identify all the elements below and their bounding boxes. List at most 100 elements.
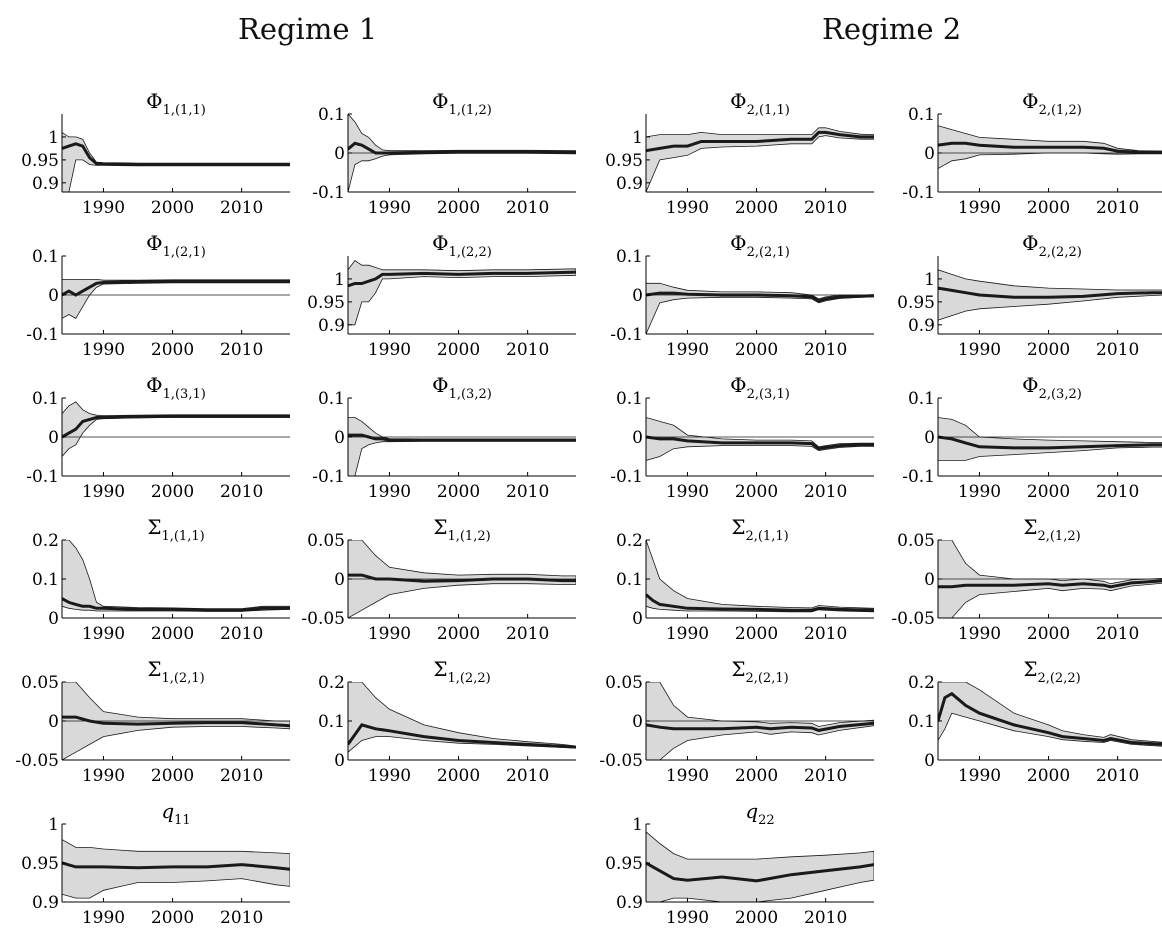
median-line-10 — [646, 435, 874, 451]
x-tick-label-12-2: 2010 — [220, 624, 263, 644]
y-tick-label-3-2: 0.1 — [908, 105, 935, 125]
credible-band-20 — [62, 839, 290, 899]
y-tick-label-7-2: 1 — [924, 270, 935, 290]
x-tick-label-13-2: 2010 — [506, 624, 549, 644]
x-tick-label-17-0: 1990 — [368, 766, 411, 786]
y-tick-label-1-2: 0.1 — [318, 105, 345, 125]
x-tick-label-21-1: 2000 — [735, 908, 778, 928]
y-tick-label-15-1: 0 — [924, 570, 935, 590]
median-line-7 — [938, 286, 1162, 299]
y-tick-label-0-1: 0.95 — [21, 151, 59, 171]
subplot-10: -0.1 0 0.1 1990 2000 2010 Φ2,(3,1) — [610, 373, 874, 502]
x-tick-label-3-2: 2010 — [1096, 198, 1139, 218]
x-tick-label-9-1: 2000 — [437, 482, 480, 502]
regime-2-title: Regime 2 — [822, 12, 962, 46]
median-line-19 — [938, 691, 1162, 746]
y-tick-label-6-2: 0.1 — [616, 247, 643, 267]
y-tick-label-12-2: 0.2 — [32, 531, 59, 551]
y-tick-label-16-2: 0.05 — [21, 673, 59, 693]
y-tick-label-6-0: -0.1 — [610, 325, 643, 345]
x-tick-label-15-1: 2000 — [1027, 624, 1070, 644]
y-tick-label-11-1: 0 — [924, 428, 935, 448]
y-tick-label-20-2: 1 — [48, 815, 59, 835]
x-tick-label-21-2: 2010 — [804, 908, 847, 928]
x-tick-label-18-1: 2000 — [735, 766, 778, 786]
y-tick-label-4-0: -0.1 — [26, 325, 59, 345]
y-tick-label-10-2: 0.1 — [616, 389, 643, 409]
y-tick-label-18-1: 0 — [632, 712, 643, 732]
subplot-title-6: Φ2,(2,1) — [730, 231, 790, 260]
x-tick-label-8-2: 2010 — [220, 482, 263, 502]
y-tick-label-20-0: 0.9 — [32, 893, 59, 913]
regime-1-title: Regime 1 — [238, 12, 378, 46]
subplot-5: 0.9 0.95 1 1990 2000 2010 Φ1,(2,2) — [307, 231, 576, 360]
y-tick-label-14-0: 0 — [632, 609, 643, 629]
credible-band-12 — [62, 540, 290, 612]
subplot-16: -0.05 0 0.05 1990 2000 2010 Σ1,(2,1) — [15, 657, 290, 786]
y-tick-label-2-2: 1 — [632, 128, 643, 148]
median-line-2 — [646, 130, 874, 153]
x-tick-label-9-0: 1990 — [368, 482, 411, 502]
subplot-8: -0.1 0 0.1 1990 2000 2010 Φ1,(3,1) — [26, 373, 290, 502]
x-tick-label-17-2: 2010 — [506, 766, 549, 786]
y-tick-label-9-0: -0.1 — [312, 467, 345, 487]
subplot-title-20: q11 — [161, 799, 190, 828]
x-tick-label-1-2: 2010 — [506, 198, 549, 218]
subplot-3: -0.1 0 0.1 1990 2000 2010 Φ2,(1,2) — [902, 89, 1162, 218]
subplot-13: -0.05 0 0.05 1990 2000 2010 Σ1,(1,2) — [301, 515, 576, 644]
y-tick-label-19-1: 0.1 — [908, 712, 935, 732]
credible-band-21 — [646, 831, 874, 902]
x-tick-label-10-2: 2010 — [804, 482, 847, 502]
x-tick-label-20-0: 1990 — [82, 908, 125, 928]
median-line-15 — [938, 579, 1162, 589]
subplot-title-11: Φ2,(3,2) — [1022, 373, 1082, 402]
subplot-title-15: Σ2,(1,2) — [1023, 515, 1080, 544]
subplot-title-3: Φ2,(1,2) — [1022, 89, 1082, 118]
median-line-0 — [62, 142, 290, 166]
y-tick-label-12-1: 0.1 — [32, 570, 59, 590]
median-line-17 — [348, 723, 576, 749]
x-tick-label-19-2: 2010 — [1096, 766, 1139, 786]
x-tick-label-0-1: 2000 — [151, 198, 194, 218]
x-tick-label-19-0: 1990 — [958, 766, 1001, 786]
median-line-12 — [62, 597, 290, 612]
x-tick-label-5-0: 1990 — [368, 340, 411, 360]
median-line-5 — [348, 270, 576, 288]
x-tick-label-5-1: 2000 — [437, 340, 480, 360]
y-tick-label-18-0: -0.05 — [599, 751, 643, 771]
y-tick-label-14-2: 0.2 — [616, 531, 643, 551]
x-tick-label-11-1: 2000 — [1027, 482, 1070, 502]
median-line-13 — [348, 573, 576, 583]
x-tick-label-15-0: 1990 — [958, 624, 1001, 644]
subplot-title-21: q22 — [745, 799, 774, 828]
x-tick-label-14-0: 1990 — [666, 624, 709, 644]
median-line-16 — [62, 715, 290, 728]
subplot-0: 0.9 0.95 1 1990 2000 2010 Φ1,(1,1) — [21, 89, 290, 218]
subplot-11: -0.1 0 0.1 1990 2000 2010 Φ2,(3,2) — [902, 373, 1162, 502]
median-line-4 — [62, 279, 290, 297]
x-tick-label-13-0: 1990 — [368, 624, 411, 644]
median-line-14 — [646, 593, 874, 612]
x-tick-label-5-2: 2010 — [506, 340, 549, 360]
subplot-title-1: Φ1,(1,2) — [432, 89, 492, 118]
x-tick-label-4-2: 2010 — [220, 340, 263, 360]
subplot-title-13: Σ1,(1,2) — [433, 515, 490, 544]
x-tick-label-20-2: 2010 — [220, 908, 263, 928]
y-tick-label-19-0: 0 — [924, 751, 935, 771]
x-tick-label-12-1: 2000 — [151, 624, 194, 644]
y-tick-label-11-0: -0.1 — [902, 467, 935, 487]
y-tick-label-21-2: 1 — [632, 815, 643, 835]
y-tick-label-11-2: 0.1 — [908, 389, 935, 409]
y-tick-label-2-0: 0.9 — [616, 174, 643, 194]
x-tick-label-1-1: 2000 — [437, 198, 480, 218]
x-tick-label-1-0: 1990 — [368, 198, 411, 218]
subplot-title-18: Σ2,(2,1) — [731, 657, 788, 686]
credible-band-5 — [348, 260, 576, 326]
y-tick-label-9-2: 0.1 — [318, 389, 345, 409]
subplot-title-14: Σ2,(1,1) — [731, 515, 788, 544]
x-tick-label-2-1: 2000 — [735, 198, 778, 218]
credible-band-9 — [348, 417, 576, 476]
median-line-21 — [646, 861, 874, 883]
credible-band-10 — [646, 417, 874, 461]
subplot-title-19: Σ2,(2,2) — [1023, 657, 1080, 686]
